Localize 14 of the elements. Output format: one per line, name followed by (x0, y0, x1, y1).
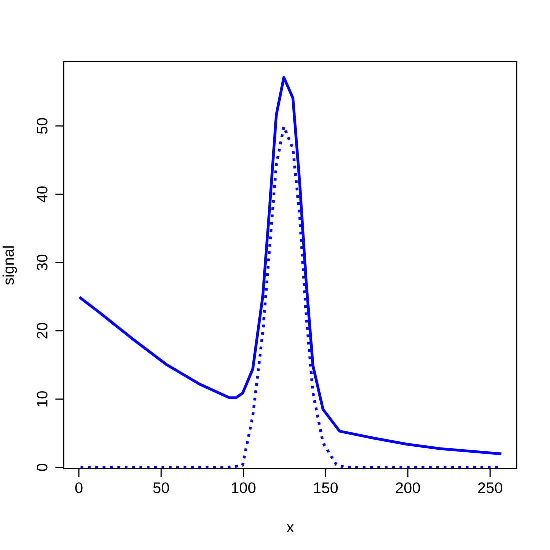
x-tick-label: 200 (396, 482, 420, 494)
x-axis-title: x (286, 524, 294, 533)
y-axis-title: signal (2, 246, 18, 286)
y-tick-label: 10 (36, 391, 48, 407)
y-tick-label: 50 (36, 118, 48, 134)
x-tick-label: 250 (478, 482, 502, 494)
y-tick-label: 40 (36, 186, 48, 203)
x-tick-label: 50 (153, 482, 170, 494)
y-tick-label: 20 (36, 323, 48, 339)
x-tick-label: 0 (75, 482, 83, 494)
y-tick-label: 0 (36, 464, 48, 472)
x-tick-label: 150 (314, 482, 338, 494)
x-tick-label: 100 (232, 482, 256, 494)
y-tick-label: 30 (36, 254, 48, 271)
